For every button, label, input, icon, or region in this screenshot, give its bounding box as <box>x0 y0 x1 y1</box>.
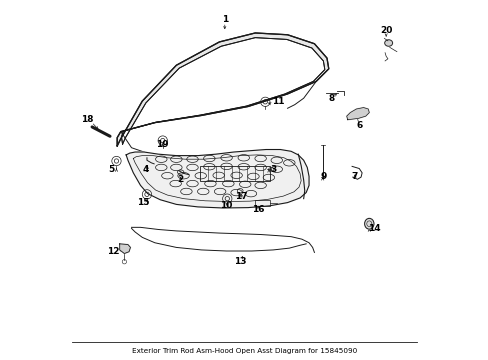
Text: 2: 2 <box>177 175 183 184</box>
Text: 9: 9 <box>320 172 326 181</box>
Bar <box>254 201 269 206</box>
Text: 20: 20 <box>379 26 391 35</box>
Text: 7: 7 <box>351 172 357 181</box>
Text: 3: 3 <box>270 166 277 175</box>
Text: 5: 5 <box>108 165 114 174</box>
Text: Exterior Trim Rod Asm-Hood Open Asst Diagram for 15845090: Exterior Trim Rod Asm-Hood Open Asst Dia… <box>132 348 356 354</box>
Text: 10: 10 <box>219 201 232 210</box>
Text: 14: 14 <box>367 224 380 233</box>
Polygon shape <box>120 244 130 253</box>
Text: 4: 4 <box>142 166 149 175</box>
Text: 15: 15 <box>137 198 149 207</box>
Bar <box>199 166 269 181</box>
Text: 12: 12 <box>107 247 120 256</box>
Text: 13: 13 <box>233 257 246 266</box>
Text: 18: 18 <box>81 115 94 124</box>
Text: 1: 1 <box>221 15 227 24</box>
Text: 11: 11 <box>272 97 284 106</box>
Text: 19: 19 <box>155 140 168 149</box>
Polygon shape <box>126 149 308 208</box>
Text: 16: 16 <box>251 205 264 214</box>
Polygon shape <box>346 108 368 120</box>
Text: 8: 8 <box>327 94 334 103</box>
Text: 17: 17 <box>234 192 247 201</box>
Text: 6: 6 <box>355 121 362 130</box>
Ellipse shape <box>364 219 373 229</box>
Polygon shape <box>121 38 324 144</box>
Polygon shape <box>117 33 328 146</box>
Ellipse shape <box>384 40 392 46</box>
